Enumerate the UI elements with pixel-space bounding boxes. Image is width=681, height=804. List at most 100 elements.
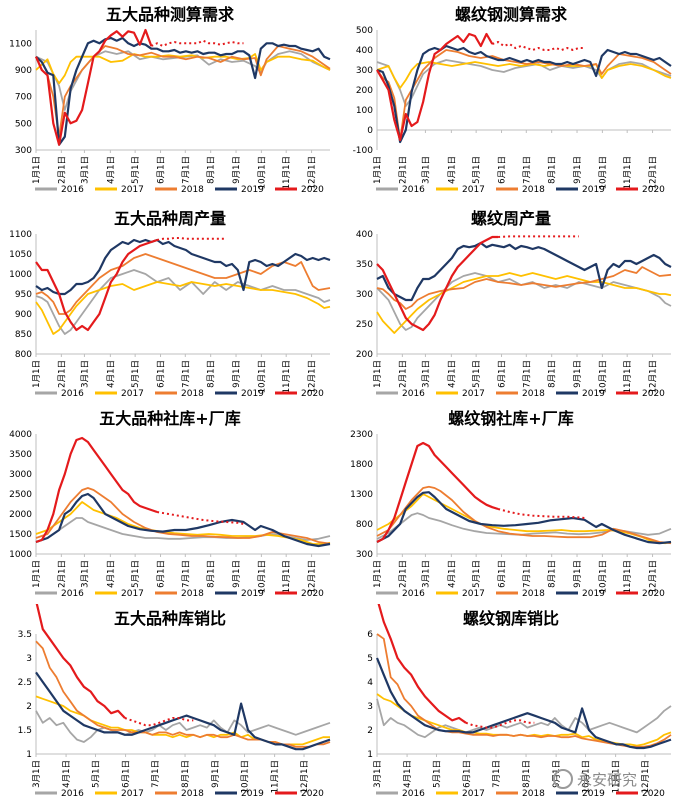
series-line-2016 [376,272,672,331]
series-line-2017 [35,501,331,545]
x-tick-label: 3月1日 [80,560,90,588]
legend-label: 2016 [61,589,84,599]
y-tick-label: 1.5 [18,726,32,736]
y-tick-label: 500 [15,119,32,129]
y-tick-label: 900 [15,310,32,320]
y-tick-label: 1 [367,750,373,760]
series-line-2020-forecast- [465,719,535,729]
y-tick-label: 5 [367,654,373,664]
y-tick-label: 350 [356,260,373,270]
y-tick-label: 1000 [9,270,32,280]
legend-label: 2020 [301,389,324,399]
series-line-2016 [376,698,672,739]
x-tick-label: 4月1日 [62,760,72,788]
x-tick-label: 10月1日 [257,560,267,593]
y-tick-label: 200 [356,350,373,360]
x-tick-label: 12月1日 [649,360,659,393]
x-tick-label: 5月1日 [472,560,482,588]
legend-label: 2020 [301,789,324,799]
x-tick-label: 7月1日 [181,360,191,388]
y-tick-label: 850 [15,330,32,340]
x-tick-label: 12月1日 [308,156,318,189]
legend-label: 2020 [642,389,665,399]
y-tick-label: 250 [356,320,373,330]
x-tick-label: 10月1日 [241,760,251,793]
y-tick-label: 300 [356,290,373,300]
series-line-2019 [35,36,331,146]
legend-label: 2019 [582,185,605,195]
x-tick-label: 1月1日 [32,360,42,388]
y-tick-label: 300 [15,146,32,156]
y-tick-label: 3500 [9,450,32,460]
series-line-2020 [35,238,158,332]
x-tick-label: 8月1日 [207,156,217,184]
x-tick-label: 2月1日 [398,560,408,588]
y-tick-label: 3 [26,654,32,664]
x-tick-label: 1月1日 [373,156,383,184]
chart-panel: 螺纹钢测算需求 -100 0 100 200 300 400 500 1月1日 2月1日 3月1日 4… [341,0,681,200]
series-line-2017 [376,693,672,747]
chart-svg: 五大品种社库+厂库 1000 1500 2000 2500 3000 3500 4000 1月1… [9,409,331,599]
chart-svg: 五大品种周产量 800 850 900 950 1000 1050 1100 1月1日 2月1日 3… [9,209,331,399]
legend-label: 2019 [582,589,605,599]
x-tick-label: 5月1日 [432,760,442,788]
y-tick-label: 2 [26,702,32,712]
chart-panel: 螺纹钢库销比 1 2 3 4 5 6 3月1日 4月1日 5月1日 6月1日 7月1日 8月1日 9月1日… [341,604,681,804]
y-tick-label: 1 [26,750,32,760]
y-tick-label: 1800 [350,460,373,470]
x-tick-label: 11月1日 [612,760,622,793]
y-tick-label: 200 [356,86,373,96]
series-line-2016 [35,517,331,543]
series-line-2019 [35,671,331,751]
x-tick-label: 8月1日 [207,360,217,388]
y-tick-label: 1000 [9,550,32,560]
x-tick-label: 5月1日 [472,156,482,184]
chart-title: 螺纹钢社库+厂库 [448,409,573,428]
legend-label: 2018 [522,185,545,195]
x-tick-label: 9月1日 [573,156,583,184]
y-tick-label: 950 [15,290,32,300]
x-tick-label: 1月1日 [373,360,383,388]
series-line-2020 [35,436,158,544]
x-tick-label: 8月1日 [522,760,532,788]
x-tick-label: 11月1日 [623,156,633,189]
x-tick-label: 2月1日 [57,560,67,588]
legend-label: 2016 [402,589,425,599]
series-line-2018 [376,266,672,310]
x-tick-label: 9月1日 [211,760,221,788]
y-tick-label: 0 [367,126,373,136]
legend-label: 2018 [181,789,204,799]
x-tick-label: 9月1日 [573,360,583,388]
x-tick-label: 6月1日 [498,560,508,588]
x-tick-label: 7月1日 [522,560,532,588]
y-tick-label: 4 [367,678,373,688]
x-tick-label: 12月1日 [300,760,310,793]
legend-label: 2018 [181,185,204,195]
series-line-2017 [376,61,672,89]
x-tick-label: 4月1日 [403,760,413,788]
y-tick-label: 2000 [9,510,32,520]
y-tick-label: 2300 [350,430,373,440]
x-tick-label: 11月1日 [271,760,281,793]
legend-label: 2019 [241,185,264,195]
y-tick-label: 300 [356,550,373,560]
x-tick-label: 8月1日 [548,560,558,588]
legend-label: 2016 [402,789,425,799]
legend-label: 2019 [241,389,264,399]
x-tick-label: 8月1日 [181,760,191,788]
x-tick-label: 9月1日 [232,360,242,388]
series-line-2018 [376,485,672,545]
x-tick-label: 10月1日 [257,156,267,189]
x-tick-label: 1月1日 [373,560,383,588]
watermark-logo-icon [552,769,573,789]
y-tick-label: 900 [15,66,32,76]
y-tick-label: 3000 [9,470,32,480]
x-tick-label: 1月1日 [32,156,42,184]
x-tick-label: 6月1日 [157,560,167,588]
legend-label: 2016 [61,389,84,399]
x-tick-label: 8月1日 [548,156,558,184]
x-tick-label: 12月1日 [308,560,318,593]
chart-title: 五大品种社库+厂库 [99,409,240,428]
